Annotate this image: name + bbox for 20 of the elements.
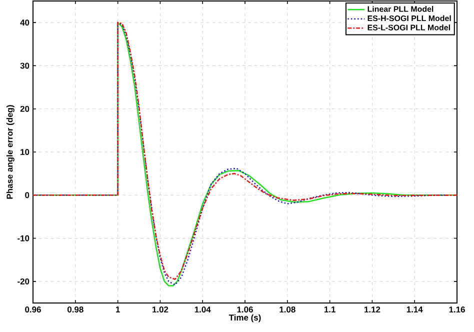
x-tick-label: 1.06 (237, 306, 253, 313)
x-tick-label: 1.12 (364, 306, 380, 312)
x-tick-label: 1.16 (449, 306, 465, 313)
x-tick-label: 1.14 (406, 306, 423, 312)
x-tick-label: 1.1 (324, 306, 336, 312)
x-tick-label: 0.98 (67, 306, 84, 313)
y-tick-label: 0 (25, 192, 30, 198)
x-axis-title: Time (s) (228, 314, 261, 322)
y-tick-label: 40 (20, 20, 30, 26)
x-tick-label: 1.04 (194, 306, 211, 313)
y-tick-label: 20 (20, 106, 30, 112)
x-tick-label: 1.02 (152, 306, 168, 313)
y-tick-label: -10 (18, 235, 30, 242)
y-tick-label: -20 (18, 278, 30, 284)
y-tick-label: 30 (20, 62, 30, 69)
y-axis-title: Phase angle error (deg) (6, 105, 14, 199)
y-tick-label: 10 (20, 149, 30, 155)
x-tick-label: 1 (116, 306, 120, 312)
x-tick-label: 1.08 (280, 306, 296, 313)
x-tick-label: 0.96 (25, 306, 41, 313)
